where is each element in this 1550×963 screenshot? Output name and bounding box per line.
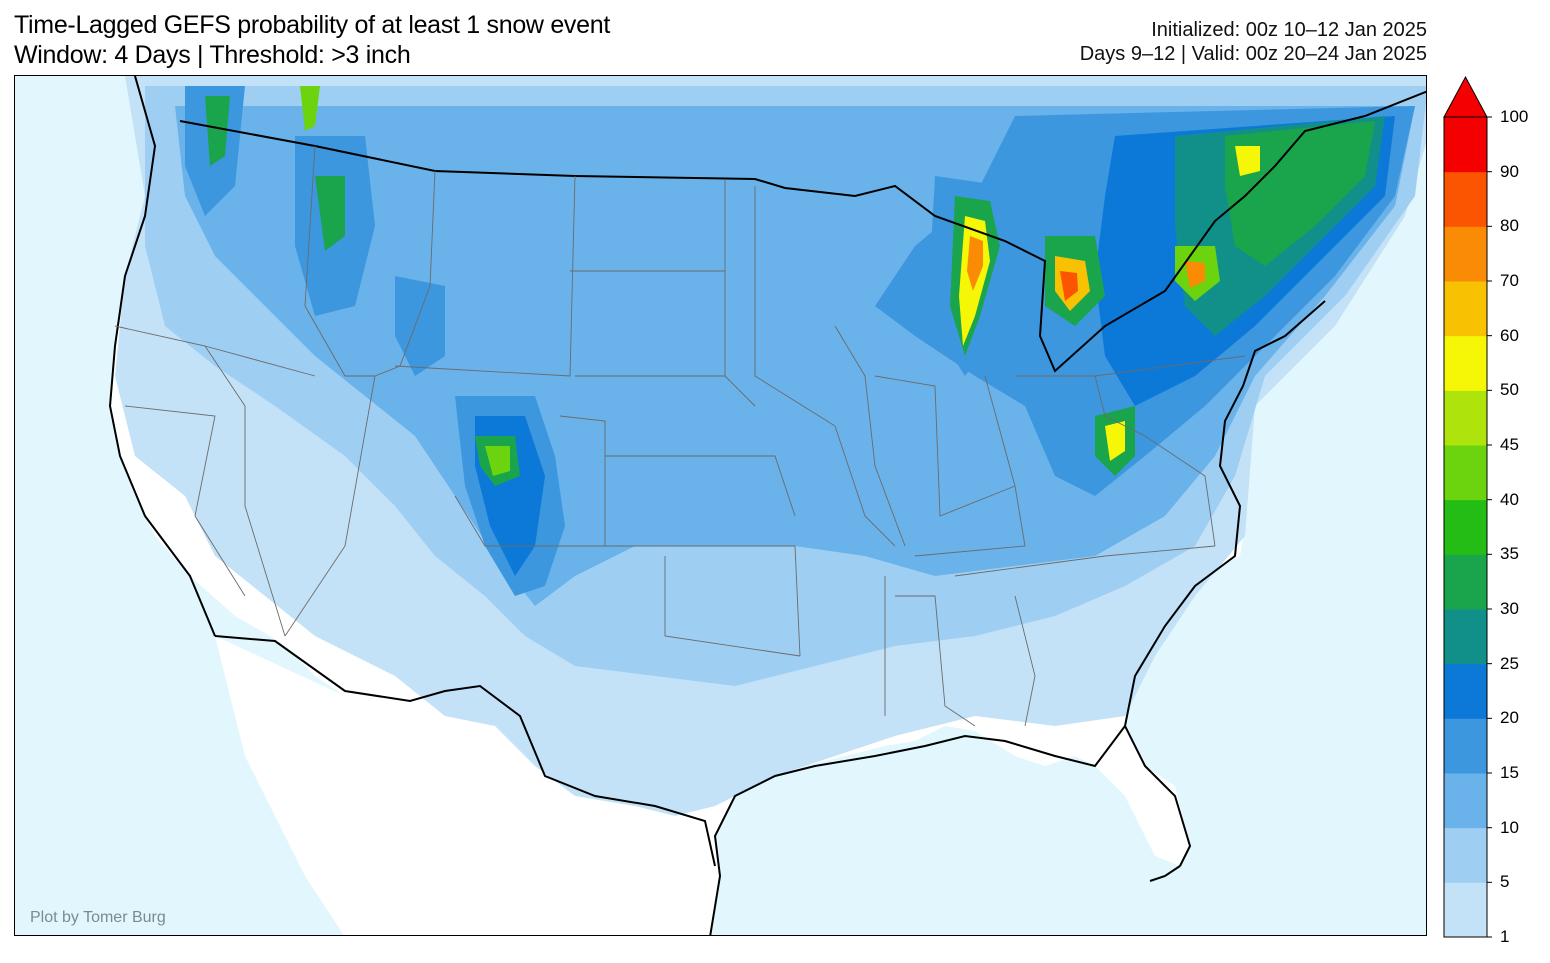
colorbar-tick-label: 35 — [1500, 544, 1519, 564]
colorbar-extend-arrow — [1443, 75, 1488, 118]
colorbar-tick-label: 5 — [1500, 872, 1510, 892]
valid-label: Days 9–12 | Valid: 00z 20–24 Jan 2025 — [1079, 43, 1427, 65]
colorbar-tick-label: 15 — [1500, 763, 1519, 782]
gulf-coast — [709, 725, 1126, 935]
map-boundaries — [108, 76, 1426, 935]
land-mexico — [215, 636, 664, 935]
colorbar-tick-label: 30 — [1500, 599, 1519, 618]
probability-fill — [115, 76, 1426, 816]
colorbar-tick-label: 40 — [1500, 489, 1519, 509]
colorbar-tick-label: 60 — [1500, 325, 1519, 345]
map-panel: Plot by Tomer Burg — [14, 75, 1427, 936]
colorbar-tick-label: 80 — [1500, 216, 1519, 236]
colorbar-segment — [1444, 390, 1487, 446]
colorbar-tick-label: 50 — [1500, 380, 1519, 400]
colorbar: 1 5 10 15 20 25 30 35 40 45 50 60 70 80 90 100 — [1442, 75, 1542, 946]
colorbar-segment — [1444, 117, 1487, 173]
colorbar-segment — [1444, 882, 1487, 938]
colorbar-segment — [1444, 773, 1487, 829]
colorbar-segment — [1444, 827, 1487, 883]
map-title: Time-Lagged GEFS probability of at least… — [14, 10, 610, 70]
colorbar-svg — [1443, 75, 1492, 938]
credit-label: Plot by Tomer Burg — [30, 909, 166, 926]
colorbar-segment — [1444, 609, 1487, 665]
colorbar-tick-label: 20 — [1500, 708, 1519, 728]
colorbar-segment — [1444, 226, 1487, 282]
state-lines — [114, 145, 1246, 727]
colorbar-segment — [1444, 281, 1487, 337]
colorbar-tick-label: 1 — [1500, 927, 1510, 946]
colorbar-segment — [1444, 718, 1487, 774]
colorbar-tick-label: 25 — [1500, 653, 1519, 673]
title-line-1: Time-Lagged GEFS probability of at least… — [14, 11, 610, 39]
colorbar-segment — [1444, 499, 1487, 555]
colorbar-segment — [1444, 445, 1487, 501]
mexico-border — [214, 635, 716, 867]
colorbar-segment — [1444, 554, 1487, 610]
florida-keys — [1149, 865, 1181, 882]
colorbar-segment — [1444, 335, 1487, 391]
initialized-label: Initialized: 00z 10–12 Jan 2025 — [1151, 19, 1427, 41]
title-line-2: Window: 4 Days | Threshold: >3 inch — [14, 41, 411, 69]
west-coast — [108, 76, 216, 637]
east-coast — [1123, 300, 1326, 867]
colorbar-outline — [1443, 116, 1488, 938]
colorbar-tick-label: 45 — [1500, 435, 1519, 454]
colorbar-segment — [1444, 171, 1487, 227]
colorbar-tick-label: 70 — [1500, 271, 1519, 290]
colorbar-tick-label: 100 — [1500, 107, 1529, 126]
colorbar-tick-label: 10 — [1500, 817, 1519, 837]
colorbar-tick-label: 90 — [1500, 161, 1519, 181]
canada-border — [179, 90, 1426, 373]
map-canvas — [108, 76, 1426, 935]
colorbar-segment — [1444, 663, 1487, 719]
run-info: Initialized: 00z 10–12 Jan 2025 Days 9–1… — [1080, 18, 1427, 66]
